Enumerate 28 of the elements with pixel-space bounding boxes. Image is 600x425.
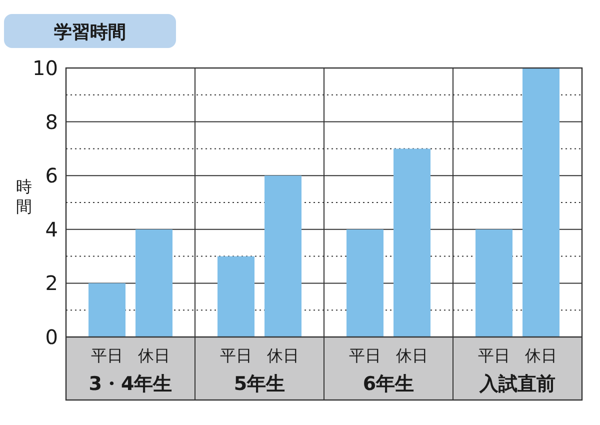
y-tick-label: 8 <box>45 110 58 134</box>
text: 平日 <box>349 346 381 365</box>
bar <box>218 256 254 337</box>
series-label: 平日 <box>91 346 123 365</box>
y-tick-label: 4 <box>45 217 58 242</box>
series-label: 休日 <box>138 346 170 365</box>
bar <box>136 229 172 337</box>
bar <box>476 229 512 337</box>
text: 平日 <box>478 346 510 365</box>
bar <box>346 229 384 337</box>
text: 平日 <box>220 346 252 365</box>
y-tick-label: 10 <box>32 56 58 80</box>
y-axis-title: 時間 <box>16 177 32 216</box>
text: 休日 <box>396 346 428 365</box>
x-tick-label: 入試直前 <box>478 373 556 395</box>
bar <box>394 148 430 337</box>
bar <box>522 68 560 337</box>
chart-title: 学習時間 <box>54 22 126 43</box>
x-tick-label: 3・4年生 <box>88 373 172 395</box>
text: 休日 <box>267 346 299 365</box>
bar <box>264 176 302 337</box>
y-tick-label: 6 <box>45 164 58 188</box>
x-tick-label: 6年生 <box>362 373 414 395</box>
text: 休日 <box>525 346 557 365</box>
x-tick-label: 5年生 <box>234 373 286 395</box>
y-tick-label: 0 <box>45 325 58 349</box>
y-tick-label: 2 <box>45 271 58 296</box>
bar <box>88 283 126 337</box>
